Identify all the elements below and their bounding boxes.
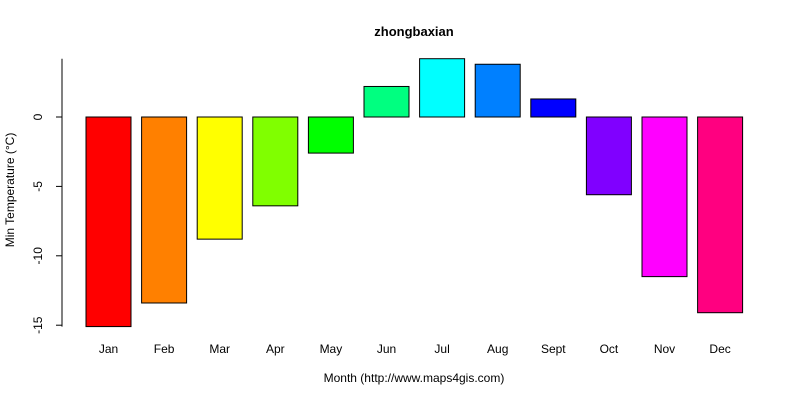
x-tick-label: Sept [541,342,566,356]
x-tick-label: Jun [377,342,396,356]
y-tick-label: -5 [31,181,45,192]
x-tick-label: Feb [154,342,175,356]
y-tick-label: -10 [31,247,45,265]
bar-feb [141,116,188,304]
x-tick-label: Jan [99,342,118,356]
x-tick-label: Oct [600,342,619,356]
x-axis-labels: Jan Feb Mar Apr May Jun Jul Aug Sept Oct Nov Dec [99,342,731,356]
x-tick-label: May [320,342,343,356]
y-tick-label: -15 [31,316,45,334]
bar-mar [196,116,243,240]
chart-title: zhongbaxian [374,24,454,39]
bar-aug [474,63,521,118]
bar-oct [585,116,632,196]
bar-jul [419,58,466,118]
bar-sept [530,98,577,118]
bars-group [85,58,744,328]
x-tick-label: Jul [434,342,449,356]
x-tick-label: Mar [209,342,230,356]
y-tick-label: 0 [31,113,45,120]
bar-dec [697,116,744,314]
x-axis-label: Month (http://www.maps4gis.com) [324,371,505,385]
y-axis-label: Min Temperature (°C) [3,133,17,248]
x-tick-label: Apr [266,342,285,356]
bar-nov [641,116,688,278]
bar-jun [363,85,410,118]
bar-apr [252,116,299,207]
y-axis: 0 -5 -10 -15 [31,58,63,334]
bar-jan [85,116,132,328]
x-tick-label: Aug [487,342,508,356]
x-tick-label: Dec [709,342,730,356]
bar-may [307,116,354,154]
x-tick-label: Nov [654,342,675,356]
